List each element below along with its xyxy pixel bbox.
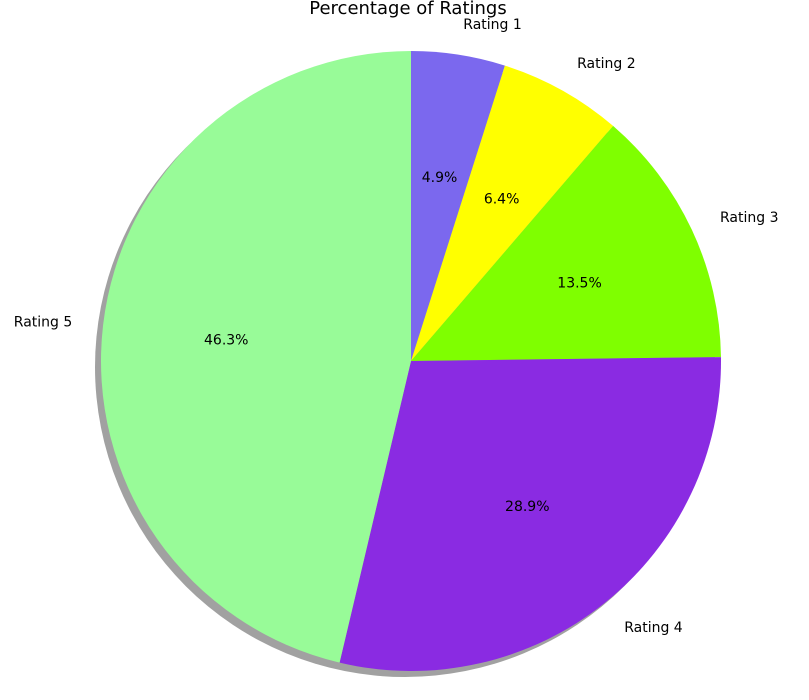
chart-title: Percentage of Ratings	[309, 0, 506, 19]
slice-percent-2: 6.4%	[484, 192, 520, 208]
slice-label-5: Rating 5	[14, 314, 73, 330]
pie-slice-2	[411, 65, 614, 361]
slice-label-1: Rating 1	[463, 17, 521, 33]
slice-label-3: Rating 3	[720, 210, 779, 226]
pie-slice-3	[411, 125, 721, 361]
pie-slice-4	[339, 357, 721, 671]
slice-label-4: Rating 4	[624, 620, 683, 636]
pie-slice-1	[411, 51, 505, 361]
slice-percent-4: 28.9%	[505, 499, 549, 515]
slice-label-2: Rating 2	[577, 56, 636, 72]
pie-labels: Rating 1 4.9% Rating 2 6.4% Rating 3 13.5% Rat…	[14, 17, 779, 636]
pie-slice-5	[101, 51, 411, 663]
slice-percent-5: 46.3%	[204, 332, 248, 348]
slice-percent-1: 4.9%	[422, 170, 458, 186]
pie-slices	[101, 51, 721, 671]
slice-percent-3: 13.5%	[557, 275, 601, 291]
